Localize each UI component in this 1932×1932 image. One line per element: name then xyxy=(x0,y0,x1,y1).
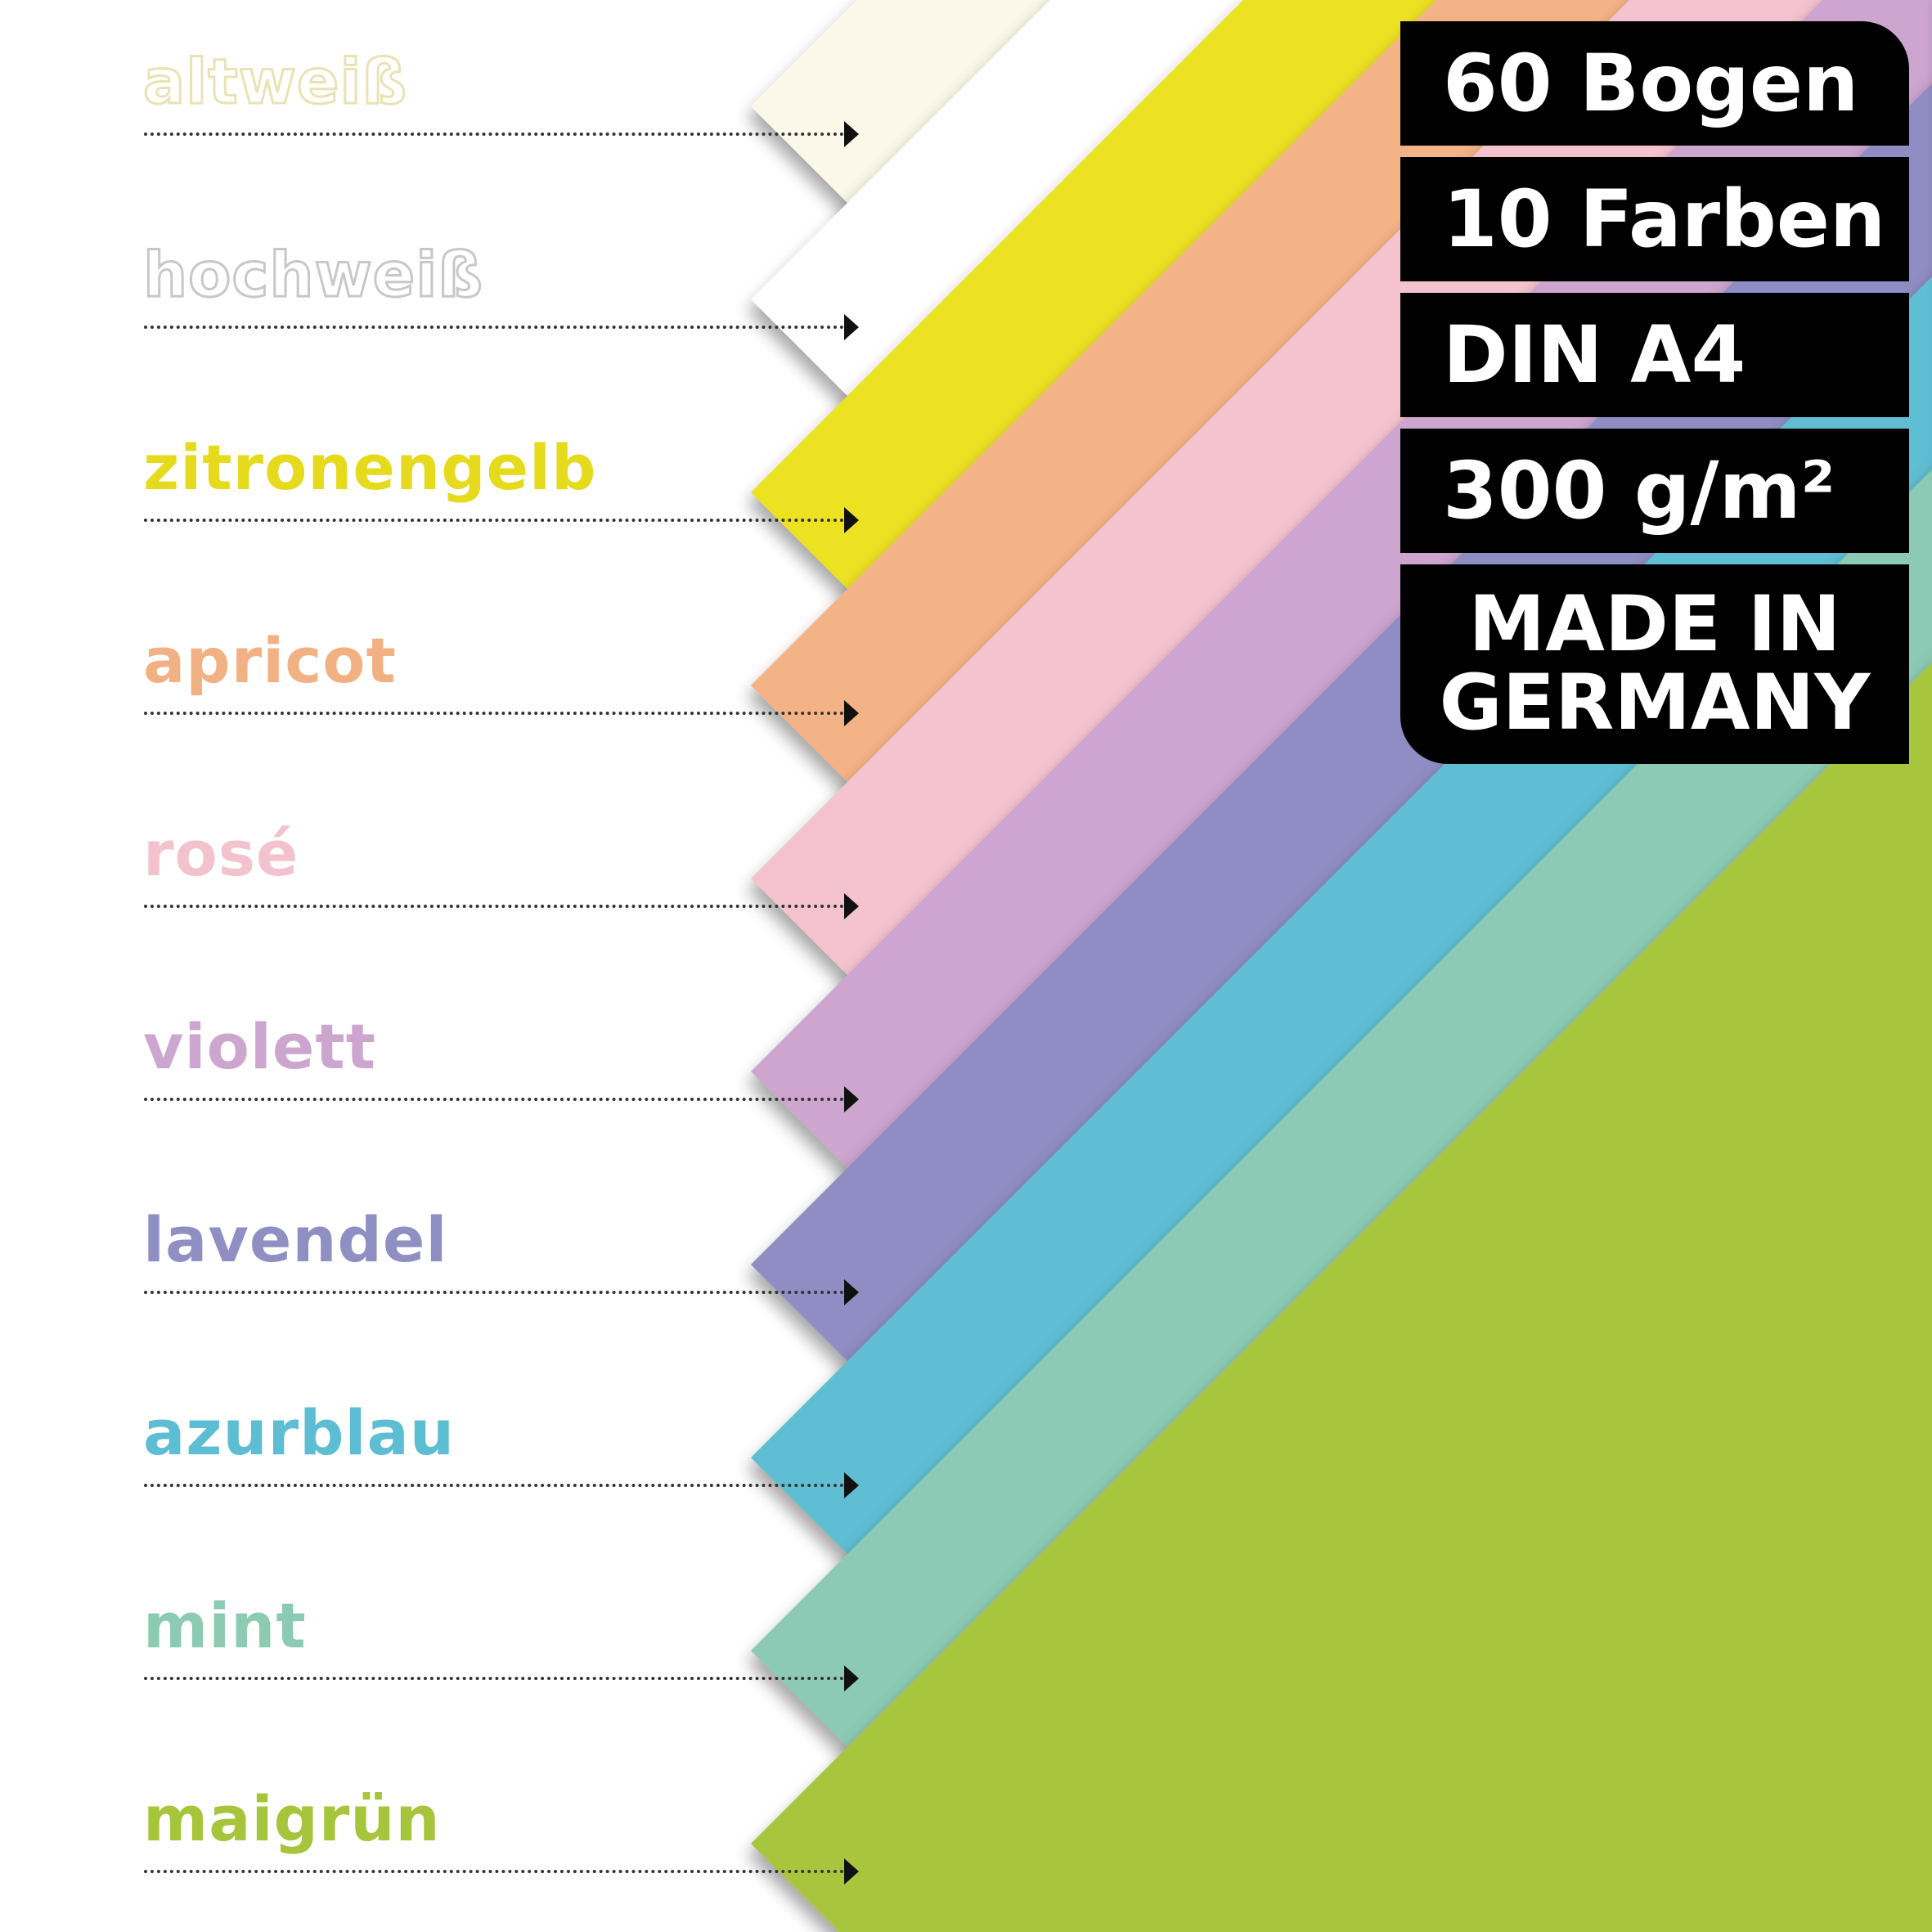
color-label: zitronengelb xyxy=(143,431,597,504)
color-label: altweiß xyxy=(142,45,408,118)
arrow-right-icon xyxy=(844,893,859,919)
format-text: DIN A4 xyxy=(1443,309,1746,401)
weight-text: 300 g/m² xyxy=(1443,445,1835,537)
paper-sheet-10 xyxy=(751,663,1932,1932)
color-label: apricot xyxy=(143,624,397,697)
arrow-right-icon xyxy=(844,1858,859,1885)
color-label: azurblau xyxy=(143,1396,455,1469)
color-label: hochweiß xyxy=(142,238,484,311)
color-count-badge: 10 Farben xyxy=(1400,157,1909,281)
dotted-leader-line xyxy=(144,712,844,715)
format-badge: DIN A4 xyxy=(1400,293,1909,417)
arrow-right-icon xyxy=(844,1279,859,1305)
arrow-right-icon xyxy=(844,1472,859,1498)
origin-line-1: MADE IN xyxy=(1468,580,1841,669)
origin-line-2: GERMANY xyxy=(1439,658,1871,748)
color-label: maigrün xyxy=(143,1782,441,1855)
arrow-right-icon xyxy=(844,1086,859,1112)
color-count-text: 10 Farben xyxy=(1443,173,1886,265)
dotted-leader-line xyxy=(144,1484,844,1487)
origin-badge: MADE IN GERMANY xyxy=(1400,564,1909,764)
dotted-leader-line xyxy=(144,1291,844,1294)
arrow-right-icon xyxy=(844,121,859,147)
dotted-leader-line xyxy=(144,133,844,136)
arrow-right-icon xyxy=(844,1665,859,1692)
dotted-leader-line xyxy=(144,519,844,522)
dotted-leader-line xyxy=(144,905,844,908)
sheet-count-text: 60 Bogen xyxy=(1443,38,1859,129)
color-label: violett xyxy=(143,1010,377,1083)
color-label: lavendel xyxy=(143,1203,448,1276)
arrow-right-icon xyxy=(844,314,859,340)
dotted-leader-line xyxy=(144,1098,844,1101)
weight-badge: 300 g/m² xyxy=(1400,429,1909,553)
sheet-count-badge: 60 Bogen xyxy=(1400,21,1909,146)
color-label: rosé xyxy=(143,817,299,890)
arrow-right-icon xyxy=(844,700,859,726)
dotted-leader-line xyxy=(144,326,844,329)
dotted-leader-line xyxy=(144,1870,844,1873)
dotted-leader-line xyxy=(144,1677,844,1680)
arrow-right-icon xyxy=(844,507,859,533)
color-label: mint xyxy=(143,1589,307,1662)
